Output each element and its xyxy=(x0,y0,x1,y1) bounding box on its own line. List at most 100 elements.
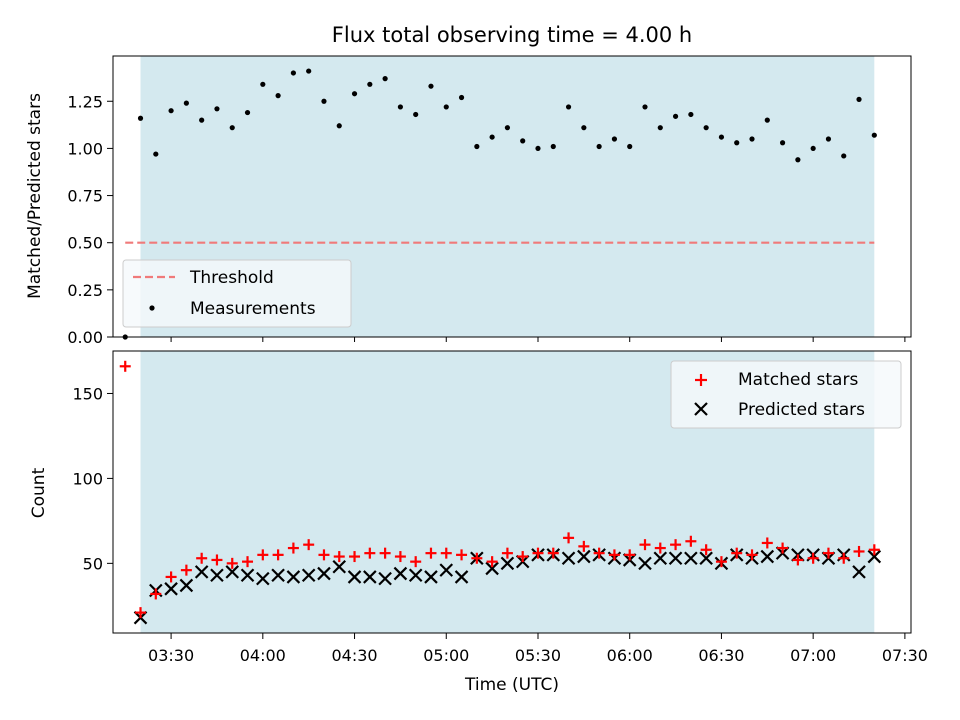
matched-stars-point xyxy=(777,542,789,554)
matched-stars-point xyxy=(364,547,376,559)
predicted-stars-point xyxy=(317,566,331,581)
predicted-stars-point xyxy=(867,549,882,564)
measurement-point xyxy=(764,117,770,123)
measurement-point xyxy=(703,125,709,131)
bottom-legend: Matched stars Predicted stars xyxy=(670,360,902,429)
matched-stars-point xyxy=(838,552,850,564)
matched-stars-point xyxy=(165,571,177,583)
predicted-stars-point xyxy=(164,582,178,596)
measurement-point xyxy=(795,157,801,163)
x-tick-label: 05:30 xyxy=(515,646,561,665)
measurement-point xyxy=(306,68,312,74)
matched-stars-point xyxy=(792,554,804,566)
x-tick-label: 03:30 xyxy=(148,646,194,665)
predicted-stars-point xyxy=(301,568,316,583)
matched-stars-point xyxy=(349,551,361,563)
matched-stars-point xyxy=(486,556,498,568)
matched-stars-point xyxy=(180,564,192,576)
matched-stars-point xyxy=(608,549,620,561)
matched-stars-point xyxy=(624,549,636,561)
predicted-stars-point xyxy=(561,551,576,566)
matched-stars-point xyxy=(272,549,284,561)
matched-stars-point xyxy=(379,547,391,559)
legend-matched-swatch xyxy=(695,374,707,386)
top-legend: Threshold Measurements xyxy=(122,259,352,328)
predicted-stars-point xyxy=(653,551,668,566)
measurement-point xyxy=(474,143,480,150)
measurement-point xyxy=(810,145,816,152)
x-tick-label: 05:00 xyxy=(423,646,469,665)
bottom-x-axis: 03:30 04:00 04:30 05:00 05:30 06:00 06:30 07:00… xyxy=(148,633,928,665)
predicted-stars-point xyxy=(240,568,255,583)
predicted-stars-point xyxy=(684,551,698,566)
predicted-stars-point xyxy=(286,570,301,584)
matched-stars-point xyxy=(287,542,299,554)
top-plot-frame xyxy=(112,55,912,338)
top-y-tick-label: 0.25 xyxy=(67,281,103,300)
matched-stars-point xyxy=(425,547,437,559)
predicted-stars-point xyxy=(256,571,270,586)
measurement-point xyxy=(244,109,251,116)
measurement-point xyxy=(642,104,648,110)
top-legend-box xyxy=(122,259,352,328)
matched-stars-point xyxy=(685,535,697,547)
measurement-point xyxy=(351,91,358,97)
bottom-plot-frame xyxy=(112,350,912,634)
measurement-point xyxy=(520,138,526,144)
measurement-point xyxy=(504,125,511,131)
measurement-point xyxy=(871,132,877,138)
predicted-stars-point xyxy=(485,561,499,576)
matched-stars-point xyxy=(196,552,208,564)
predicted-stars-point xyxy=(424,570,438,584)
predicted-stars-point xyxy=(271,568,285,583)
predicted-stars-point xyxy=(699,551,713,566)
matched-stars-point xyxy=(242,556,254,568)
legend-predicted-label: Predicted stars xyxy=(738,400,865,420)
measurement-point xyxy=(260,81,266,87)
legend-matched-label: Matched stars xyxy=(738,370,858,390)
measurement-point xyxy=(856,96,862,102)
predicted-stars-point xyxy=(225,565,240,579)
measurement-point xyxy=(749,136,755,142)
measurement-point xyxy=(627,143,633,150)
measurement-point xyxy=(718,134,725,140)
matched-stars-point xyxy=(211,554,223,566)
measurement-point xyxy=(489,134,495,140)
predicted-stars-point xyxy=(378,571,392,586)
measurement-point xyxy=(841,153,847,159)
matched-stars-point xyxy=(226,557,238,569)
predicted-stars-point xyxy=(179,578,194,593)
predicted-stars-point xyxy=(638,556,652,571)
measurement-point xyxy=(535,145,541,152)
matched-stars-point xyxy=(318,549,330,561)
measurement-point xyxy=(657,125,663,131)
matched-stars-point xyxy=(715,556,727,568)
legend-measurements-label: Measurements xyxy=(190,299,316,319)
measurement-point xyxy=(214,106,220,112)
matched-stars-point xyxy=(257,549,269,561)
bottom-marks xyxy=(119,360,882,625)
measurement-point xyxy=(199,117,205,123)
top-y-tick-label: 1.25 xyxy=(67,92,103,111)
predicted-stars-point xyxy=(332,559,347,574)
matched-stars-point xyxy=(868,544,880,556)
measurement-point xyxy=(581,125,587,131)
matched-stars-point xyxy=(761,537,773,549)
predicted-stars-point xyxy=(363,570,377,584)
top-y-axis: 0.00 0.25 0.50 0.75 1.00 1.25 xyxy=(67,92,113,347)
predicted-stars-point xyxy=(347,570,362,584)
top-y-tick-label: 0.00 xyxy=(67,328,103,347)
measurement-point xyxy=(321,98,327,104)
top-y-tick-label: 1.00 xyxy=(67,139,103,158)
predicted-stars-point xyxy=(454,570,469,584)
matched-stars-point xyxy=(456,549,468,561)
predicted-stars-point xyxy=(852,565,866,579)
measurement-point xyxy=(275,93,281,99)
matched-stars-point xyxy=(440,547,452,559)
top-panel: 0.00 0.25 0.50 0.75 1.00 1.25 Matched/Predict… xyxy=(25,55,912,347)
measurement-point xyxy=(397,104,404,110)
top-y-tick-label: 0.75 xyxy=(67,187,103,206)
matched-stars-point xyxy=(563,532,575,544)
matched-stars-point xyxy=(853,545,865,557)
